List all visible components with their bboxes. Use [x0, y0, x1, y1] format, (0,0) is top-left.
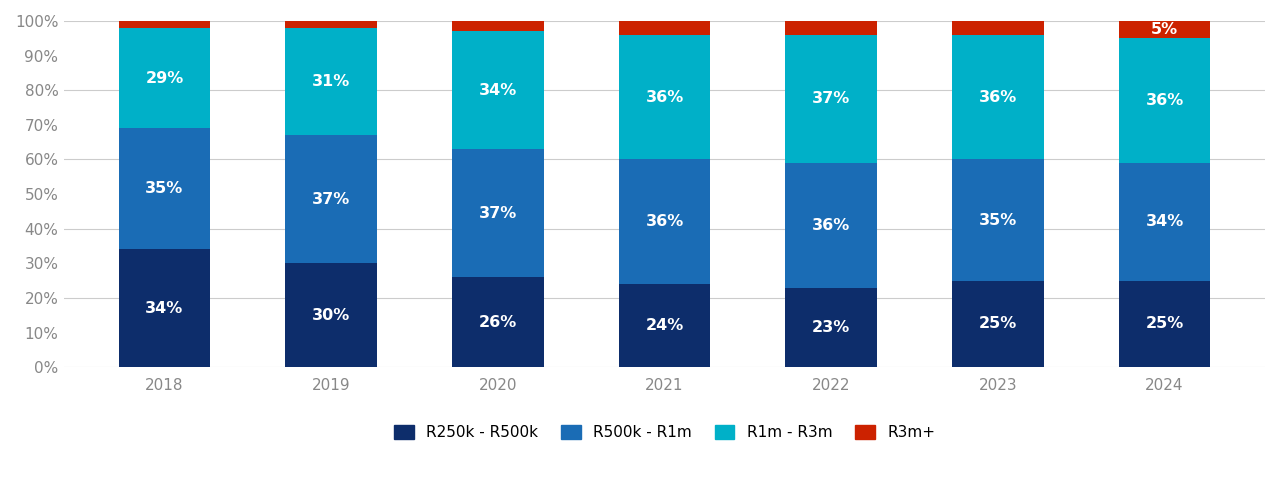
Bar	[1119, 38, 1211, 163]
Bar	[786, 288, 877, 367]
Text: 34%: 34%	[146, 301, 183, 316]
Text: 37%: 37%	[312, 192, 351, 207]
Text: 37%: 37%	[812, 91, 850, 106]
Text: 36%: 36%	[645, 90, 684, 105]
Bar	[1119, 21, 1211, 38]
Text: 36%: 36%	[812, 218, 850, 233]
Bar	[119, 128, 210, 249]
Bar	[285, 21, 378, 28]
Bar	[285, 264, 378, 367]
Text: 29%: 29%	[146, 71, 183, 86]
Bar	[452, 149, 544, 277]
Text: 37%: 37%	[479, 205, 517, 220]
Bar	[618, 35, 710, 159]
Bar	[285, 135, 378, 264]
Bar	[952, 159, 1043, 281]
Bar	[1119, 163, 1211, 281]
Text: 25%: 25%	[979, 316, 1018, 331]
Bar	[119, 28, 210, 128]
Bar	[786, 35, 877, 163]
Text: 30%: 30%	[312, 308, 351, 323]
Text: 25%: 25%	[1146, 316, 1184, 331]
Text: 5%: 5%	[1151, 22, 1178, 37]
Text: 35%: 35%	[146, 181, 183, 196]
Bar	[786, 163, 877, 288]
Legend: R250k - R500k, R500k - R1m, R1m - R3m, R3m+: R250k - R500k, R500k - R1m, R1m - R3m, R…	[388, 419, 941, 446]
Bar	[952, 21, 1043, 35]
Bar	[618, 21, 710, 35]
Bar	[786, 21, 877, 35]
Text: 24%: 24%	[645, 318, 684, 333]
Bar	[452, 277, 544, 367]
Text: 23%: 23%	[812, 320, 850, 335]
Text: 34%: 34%	[1146, 214, 1184, 229]
Bar	[1119, 281, 1211, 367]
Text: 34%: 34%	[479, 83, 517, 98]
Text: 26%: 26%	[479, 315, 517, 330]
Bar	[285, 28, 378, 135]
Bar	[952, 281, 1043, 367]
Bar	[452, 32, 544, 149]
Text: 36%: 36%	[1146, 93, 1184, 108]
Text: 36%: 36%	[979, 90, 1018, 105]
Bar	[119, 249, 210, 367]
Text: 31%: 31%	[312, 74, 351, 89]
Bar	[952, 35, 1043, 159]
Text: 35%: 35%	[979, 212, 1018, 227]
Bar	[618, 159, 710, 284]
Bar	[618, 284, 710, 367]
Text: 36%: 36%	[645, 214, 684, 229]
Bar	[119, 21, 210, 28]
Bar	[452, 21, 544, 32]
